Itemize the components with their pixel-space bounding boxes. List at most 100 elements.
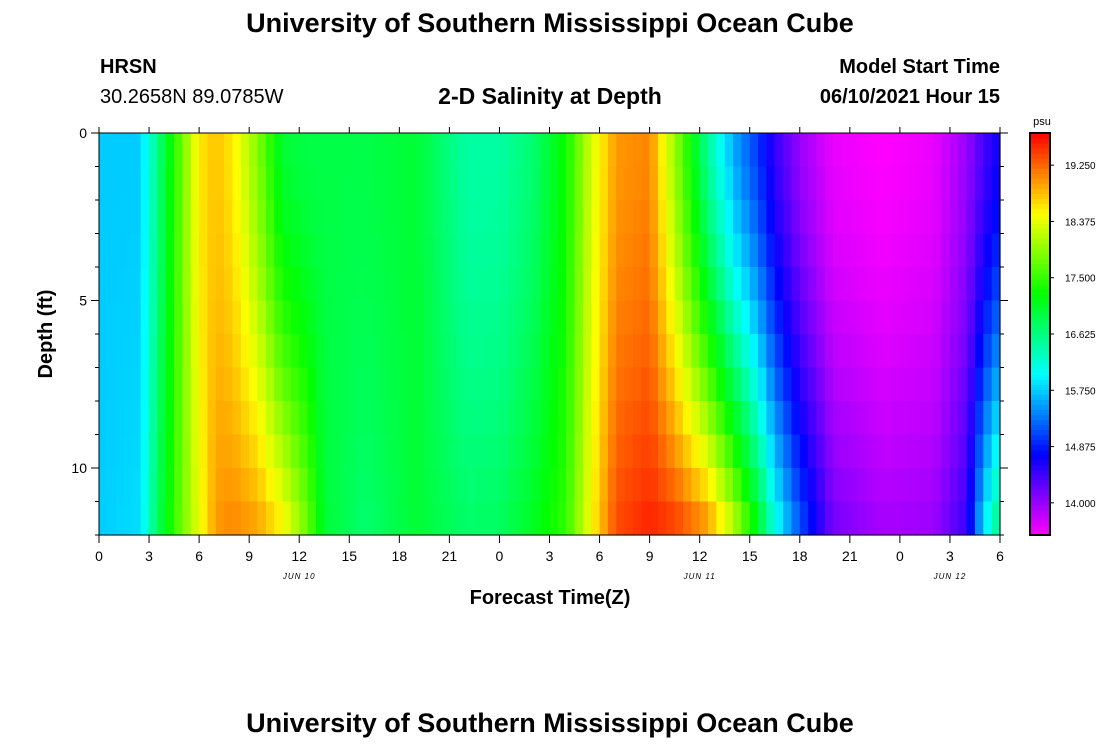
heatmap-cell bbox=[190, 367, 200, 402]
heatmap-cell bbox=[824, 468, 834, 503]
heatmap-cell bbox=[374, 166, 384, 201]
colorbar-cell bbox=[1030, 364, 1050, 370]
colorbar-tick-label: 19.250 bbox=[1065, 161, 1096, 172]
heatmap-cell bbox=[132, 133, 142, 168]
heatmap-cell bbox=[491, 300, 501, 335]
heatmap-cell bbox=[841, 401, 851, 436]
heatmap-cell bbox=[382, 468, 392, 503]
colorbar-cell bbox=[1030, 444, 1050, 451]
heatmap-cell bbox=[399, 401, 409, 436]
heatmap-cell bbox=[449, 401, 459, 436]
heatmap-cell bbox=[866, 468, 876, 503]
heatmap-cell bbox=[749, 233, 759, 268]
heatmap-cell bbox=[716, 200, 726, 235]
heatmap-cell bbox=[741, 233, 751, 268]
heatmap-cell bbox=[124, 133, 133, 168]
heatmap-cell bbox=[157, 334, 167, 369]
heatmap-cell bbox=[783, 233, 793, 268]
heatmap-cell bbox=[849, 300, 859, 335]
colorbar-cell bbox=[1030, 173, 1050, 179]
heatmap-cell bbox=[582, 233, 592, 268]
heatmap-cell bbox=[499, 200, 509, 235]
heatmap-cell bbox=[983, 334, 993, 369]
heatmap-cell bbox=[224, 267, 234, 302]
heatmap-cell bbox=[808, 200, 818, 235]
heatmap-cell bbox=[733, 133, 742, 168]
heatmap-cell bbox=[682, 233, 692, 268]
heatmap-cell bbox=[532, 166, 542, 201]
heatmap-cell bbox=[424, 367, 434, 402]
x-axis: 0 3 6 9 12 15 18 21 0 3 6 9 12 15 18 21 0 3 6 JUN 10 JUN 11 J… bbox=[95, 127, 1004, 581]
heatmap-cell bbox=[466, 300, 476, 335]
heatmap-cell bbox=[632, 401, 642, 436]
heatmap-cell bbox=[491, 166, 501, 201]
heatmap-cell bbox=[416, 401, 425, 436]
heatmap-cell bbox=[491, 133, 501, 168]
heatmap-cell bbox=[582, 334, 592, 369]
x-tick-label: 6 bbox=[996, 548, 1004, 564]
heatmap-cell bbox=[791, 133, 801, 168]
heatmap-cell bbox=[908, 367, 918, 402]
heatmap-cell bbox=[682, 166, 692, 201]
heatmap-cell bbox=[891, 133, 901, 168]
heatmap-cell bbox=[783, 334, 793, 369]
heatmap-cell bbox=[482, 401, 492, 436]
heatmap-cell bbox=[816, 401, 826, 436]
heatmap-cell bbox=[991, 501, 1001, 536]
heatmap-cell bbox=[407, 434, 417, 469]
heatmap-cell bbox=[157, 133, 167, 168]
heatmap-cell bbox=[849, 468, 859, 503]
heatmap-cell bbox=[624, 166, 634, 201]
heatmap-cell bbox=[616, 367, 626, 402]
heatmap-cell bbox=[132, 434, 142, 469]
heatmap-cell bbox=[232, 401, 242, 436]
heatmap-cell bbox=[324, 200, 334, 235]
heatmap-cell bbox=[933, 200, 943, 235]
heatmap-cell bbox=[991, 434, 1001, 469]
heatmap-cell bbox=[574, 367, 584, 402]
colorbar-cell bbox=[1030, 459, 1050, 466]
heatmap-cell bbox=[691, 501, 701, 536]
heatmap-cell bbox=[315, 200, 325, 235]
heatmap-cell bbox=[891, 401, 901, 436]
heatmap-cell bbox=[424, 267, 434, 302]
heatmap-cell bbox=[549, 401, 559, 436]
heatmap-cell bbox=[582, 300, 592, 335]
heatmap-cell bbox=[682, 401, 692, 436]
heatmap-cell bbox=[399, 267, 409, 302]
heatmap-cell bbox=[516, 401, 526, 436]
heatmap-cell bbox=[240, 468, 250, 503]
heatmap-cell bbox=[682, 200, 692, 235]
heatmap-cell bbox=[232, 267, 242, 302]
heatmap-cell bbox=[399, 166, 409, 201]
heatmap-cell bbox=[182, 468, 192, 503]
heatmap-cell bbox=[240, 367, 250, 402]
heatmap-cell bbox=[966, 468, 976, 503]
heatmap-cell bbox=[240, 133, 250, 168]
heatmap-cell bbox=[783, 501, 793, 536]
heatmap-cell bbox=[107, 434, 117, 469]
heatmap-cell bbox=[741, 367, 751, 402]
heatmap-cell bbox=[899, 200, 909, 235]
heatmap-cell bbox=[858, 267, 868, 302]
heatmap-cell bbox=[666, 267, 676, 302]
heatmap-cell bbox=[858, 300, 868, 335]
colorbar-tick-label: 14.000 bbox=[1065, 499, 1096, 510]
heatmap-cell bbox=[124, 434, 133, 469]
heatmap-cell bbox=[190, 434, 200, 469]
heatmap-cell bbox=[432, 267, 442, 302]
heatmap-cell bbox=[182, 200, 192, 235]
heatmap-cell bbox=[257, 468, 267, 503]
heatmap-cell bbox=[657, 133, 667, 168]
heatmap-cell bbox=[883, 200, 893, 235]
heatmap-cell bbox=[816, 200, 826, 235]
heatmap-cell bbox=[499, 401, 509, 436]
heatmap-cell bbox=[365, 468, 375, 503]
heatmap-cell bbox=[641, 468, 651, 503]
heatmap-cell bbox=[507, 233, 517, 268]
heatmap-cell bbox=[891, 334, 901, 369]
heatmap-cell bbox=[140, 401, 150, 436]
heatmap-cell bbox=[657, 166, 667, 201]
heatmap-cell bbox=[624, 401, 634, 436]
heatmap-cell bbox=[174, 434, 184, 469]
